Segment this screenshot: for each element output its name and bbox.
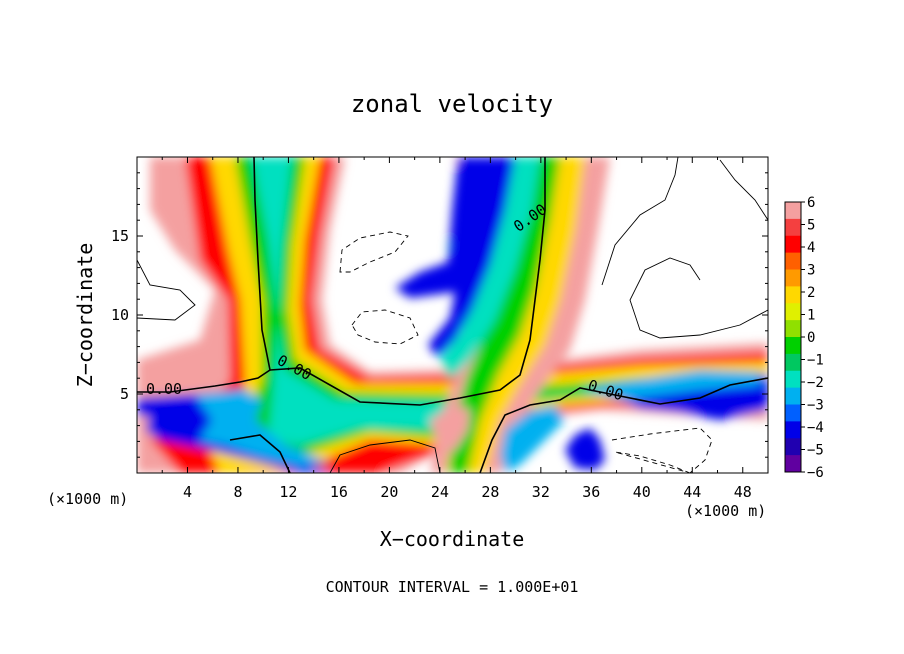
- x-tick-label-24: 24: [431, 483, 449, 501]
- dashed-contour-middle: [351, 309, 419, 345]
- dashed-contour-lower-right: [611, 427, 713, 473]
- colorbar-tick-label: −3: [807, 398, 824, 414]
- field-band-right-blue: [395, 157, 515, 358]
- field-band-pink-core: [430, 405, 470, 455]
- x-axis-label: X−coordinate: [380, 527, 525, 551]
- x-unit-left: (×1000 m): [47, 490, 128, 508]
- colorbar-swatch: [785, 387, 801, 405]
- contour-label-left: 0.00: [146, 380, 182, 398]
- thin-contour-left: [137, 259, 196, 321]
- colorbar: 6 5 4 3 2 1 0 −1 −2 −3 −4 −5 −6: [784, 195, 824, 481]
- x-tick-label-20: 20: [380, 483, 398, 501]
- colorbar-swatch: [785, 337, 801, 355]
- colorbar-swatch: [785, 218, 801, 237]
- colorbar-swatch: [785, 370, 801, 389]
- colorbar-tick-label: 6: [807, 195, 815, 211]
- y-tick-label-5: 5: [120, 385, 129, 403]
- x-unit-right: (×1000 m): [685, 502, 766, 520]
- field-band-ground-cyan: [500, 405, 565, 473]
- colorbar-swatch: [785, 320, 801, 338]
- colorbar-tick-label: 0: [807, 330, 815, 346]
- colorbar-swatch: [785, 353, 801, 372]
- x-tick-label-8: 8: [233, 483, 242, 501]
- colorbar-tick-label: 2: [807, 285, 815, 301]
- colorbar-tick-label: −4: [807, 420, 824, 436]
- x-axis-ticks: 4 8 12 16 20 24 28 32 36 40 44 48: [161, 157, 752, 501]
- colorbar-swatch: [785, 235, 801, 254]
- colorbar-tick-label: 5: [807, 218, 815, 234]
- colorbar-swatch: [785, 202, 801, 220]
- y-axis-ticks: 5 10 15: [111, 172, 768, 458]
- x-tick-label-40: 40: [633, 483, 651, 501]
- colorbar-swatch: [785, 438, 801, 456]
- zero-contour-lower: [479, 377, 768, 473]
- colorbar-tick-label: −5: [807, 443, 824, 459]
- x-tick-label-48: 48: [734, 483, 752, 501]
- contour-lines: [137, 157, 768, 473]
- field-band-lower-left-cyan: [195, 390, 330, 466]
- colorbar-swatch: [785, 252, 801, 270]
- colorbar-swatch: [785, 303, 801, 321]
- chart-title: zonal velocity: [351, 90, 553, 118]
- colorbar-swatch: [785, 404, 801, 422]
- thin-contour-ground: [329, 439, 441, 473]
- colorbar-tick-label: 3: [807, 263, 815, 279]
- colorbar-tick-label: −1: [807, 353, 824, 369]
- dashed-contour-upper: [339, 231, 409, 273]
- zero-contour-left-low: [229, 434, 291, 473]
- zero-contour-left: [137, 157, 271, 393]
- y-axis-label: Z−coordinate: [73, 243, 97, 388]
- x-tick-label-16: 16: [330, 483, 348, 501]
- colorbar-tick-label: −2: [807, 375, 824, 391]
- x-tick-label-28: 28: [481, 483, 499, 501]
- x-tick-label-32: 32: [532, 483, 550, 501]
- x-tick-label-12: 12: [279, 483, 297, 501]
- contour-interval-note: CONTOUR INTERVAL = 1.000E+01: [326, 578, 579, 596]
- colorbar-swatch: [785, 455, 801, 473]
- zero-contour-middle: [269, 157, 546, 406]
- field-band-left-cyan: [252, 157, 768, 445]
- colorbar-swatch: [785, 269, 801, 287]
- y-tick-label-10: 10: [111, 306, 129, 324]
- colorbar-tick-label: 4: [807, 240, 815, 256]
- colorbar-swatch: [785, 421, 801, 439]
- x-tick-label-44: 44: [683, 483, 701, 501]
- thin-contour-right: [601, 157, 768, 339]
- colorbar-tick-label: −6: [807, 465, 824, 481]
- field-band-ground-blue: [565, 428, 605, 470]
- colorbar-tick-label: 1: [807, 308, 815, 324]
- colorbar-swatch: [785, 286, 801, 304]
- x-tick-label-4: 4: [183, 483, 192, 501]
- y-tick-label-15: 15: [111, 227, 129, 245]
- x-tick-label-36: 36: [582, 483, 600, 501]
- field-band-right-low-cyan: [580, 370, 760, 400]
- velocity-field: [137, 157, 768, 473]
